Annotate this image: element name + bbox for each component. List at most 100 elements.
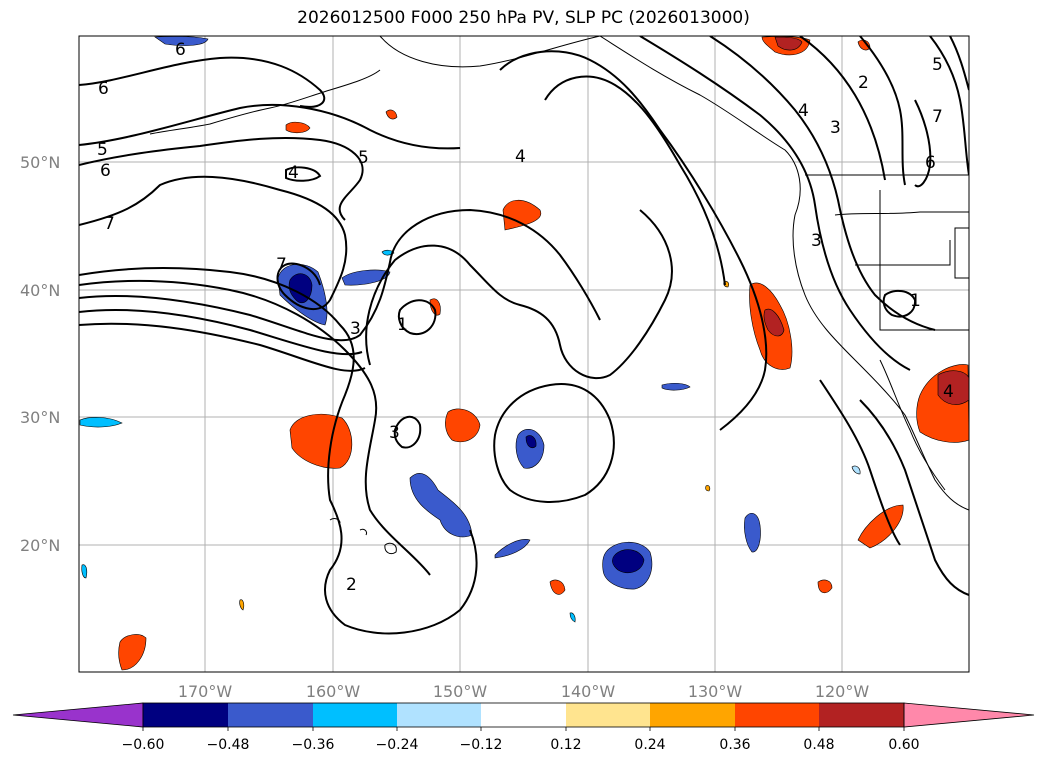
pv-negative-core: [612, 549, 645, 573]
pv-positive-blob: [549, 579, 566, 595]
slp-contour-ridge-2: [544, 75, 726, 286]
pv-negative-blob: [341, 269, 391, 286]
contour-label: 5: [358, 148, 369, 168]
pv-positive-blob: [118, 634, 147, 671]
pv-positive-core: [937, 370, 969, 405]
contour-label: 2: [346, 575, 357, 595]
pv-positive-blob: [817, 579, 833, 594]
pv-positive-blob: [289, 413, 353, 469]
lon-label-120w: 120°W: [815, 682, 870, 701]
contour-label: 3: [830, 118, 841, 138]
slp-contour-7: [79, 175, 348, 310]
colorbar-tick-label: 0.12: [550, 737, 581, 753]
pv-negative-blob: [661, 382, 691, 391]
slp-contour-south-2: [819, 379, 901, 546]
contour-label: 4: [515, 147, 526, 167]
colorbar-outline: [142, 702, 905, 728]
lon-label-130w: 130°W: [688, 682, 743, 701]
pv-negative-blob: [569, 612, 576, 623]
pv-negative-blob: [744, 512, 761, 553]
colorbar-segment: [819, 703, 904, 727]
colorbar-tick-label: −0.48: [207, 737, 250, 753]
map-border: [78, 35, 970, 673]
pv-positive-blob: [445, 408, 481, 443]
colorbar-tick-label: −0.36: [292, 737, 335, 753]
contour-label: 4: [798, 101, 809, 121]
contour-label: 2: [858, 73, 869, 93]
lon-label-170w: 170°W: [178, 682, 233, 701]
map-title: 2026012500 F000 250 hPa PV, SLP PC (2026…: [297, 8, 750, 28]
slp-contour-5: [79, 103, 461, 150]
pv-positive-blob: [285, 121, 311, 134]
contour-label: 6: [175, 40, 186, 60]
lat-label-30n: 30°N: [20, 408, 60, 427]
slp-contour-ridge: [499, 50, 768, 431]
colorbar-segment: [481, 703, 566, 727]
colorbar-tick-label: 0.48: [803, 737, 834, 753]
slp-contour-coast-4: [639, 36, 911, 371]
contour-label: 6: [925, 153, 936, 173]
contour-label: 7: [104, 214, 115, 234]
slp-contour-south: [859, 399, 969, 596]
pv-positive-blob: [705, 485, 711, 492]
slp-contour-low-closed: [285, 166, 322, 182]
lat-label-50n: 50°N: [20, 153, 60, 172]
contour-label: 1: [397, 315, 408, 335]
colorbar-tick-label: −0.60: [122, 737, 165, 753]
coastlines: [149, 36, 969, 555]
slp-contours: [79, 36, 969, 635]
pv-anomaly-shading: [79, 36, 969, 671]
slp-contour-central-1: [365, 209, 673, 380]
colorbar-segment: [650, 703, 735, 727]
colorbar-segment: [313, 703, 397, 727]
colorbar-tick-label: −0.12: [460, 737, 503, 753]
graticule: [79, 36, 969, 672]
latitude-labels: 50°N 40°N 30°N 20°N: [20, 153, 60, 555]
us-state-border: [879, 190, 969, 331]
contour-label: 6: [98, 79, 109, 99]
alaska-coast: [379, 36, 601, 68]
contour-label: 3: [350, 319, 361, 339]
slp-contour-east-6: [914, 99, 932, 188]
slp-contour-closed-3: [393, 415, 422, 449]
lat-label-20n: 20°N: [20, 536, 60, 555]
lon-label-150w: 150°W: [433, 682, 488, 701]
colorbar-tick-label: 0.24: [634, 737, 665, 753]
pv-negative-core: [525, 435, 537, 448]
pv-positive-core: [763, 308, 785, 337]
pv-negative-blob: [494, 539, 531, 559]
contour-label: 4: [943, 382, 954, 402]
pv-negative-blob: [81, 564, 88, 579]
contour-label: 7: [276, 255, 287, 275]
pv-positive-blob: [502, 199, 542, 231]
slp-contour-6: [79, 136, 364, 221]
lon-label-160w: 160°W: [306, 682, 361, 701]
colorbar-tick-label: 0.60: [888, 737, 919, 753]
contour-label: 3: [389, 423, 400, 443]
slp-contour-6-north: [79, 56, 326, 108]
longitude-labels: 170°W 160°W 150°W 140°W 130°W 120°W: [178, 682, 870, 701]
pv-positive-blob: [239, 599, 245, 611]
pv-negative-blob: [515, 428, 545, 469]
baja-coast: [879, 359, 946, 491]
contour-label: 4: [288, 163, 299, 183]
slp-contour-east-7: [949, 36, 969, 91]
pv-positive-core: [774, 36, 803, 51]
contour-labels: 6 6 5 6 4 5 7 4 7 3 1 3 2 4 3 3 2 5 7 6 …: [97, 40, 954, 595]
us-state-border: [855, 240, 951, 266]
colorbar-segment: [143, 703, 228, 727]
slp-contour-deep-3: [79, 322, 366, 372]
pv-negative-core: [288, 273, 313, 304]
slp-contour-3: [79, 267, 478, 635]
colorbar-extend-high: [903, 702, 1035, 728]
slp-contour-coast-2: [799, 36, 886, 181]
contour-label: 5: [97, 140, 108, 160]
slp-contour-low-east: [882, 289, 917, 318]
slp-contour-east-1: [859, 36, 906, 186]
slp-contour-mid-1: [493, 383, 615, 503]
pv-positive-blob: [857, 504, 904, 549]
slp-contour-deep-2: [79, 309, 363, 356]
colorbar-tick-label: −0.24: [376, 737, 419, 753]
pv-positive-blob: [429, 298, 441, 316]
contour-label: 7: [932, 107, 943, 127]
